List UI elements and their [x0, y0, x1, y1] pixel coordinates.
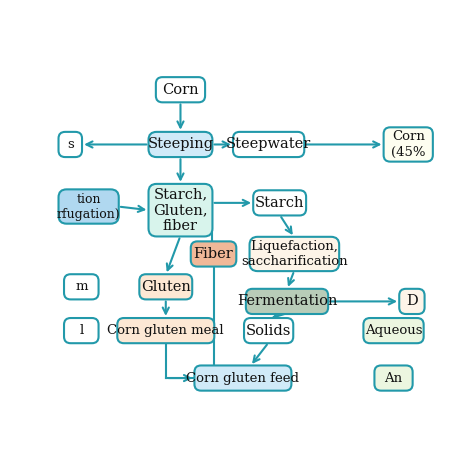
- Text: D: D: [406, 294, 418, 309]
- FancyBboxPatch shape: [148, 132, 212, 157]
- Text: l: l: [79, 324, 83, 337]
- Text: Starch,
Gluten,
fiber: Starch, Gluten, fiber: [153, 187, 208, 233]
- FancyBboxPatch shape: [58, 132, 82, 157]
- Text: m: m: [75, 280, 88, 293]
- Text: Solids: Solids: [246, 324, 292, 337]
- FancyBboxPatch shape: [383, 128, 433, 162]
- FancyBboxPatch shape: [191, 241, 237, 266]
- Text: Aqueous: Aqueous: [365, 324, 422, 337]
- FancyBboxPatch shape: [246, 289, 328, 314]
- FancyBboxPatch shape: [253, 190, 306, 216]
- Text: Starch: Starch: [255, 196, 304, 210]
- FancyBboxPatch shape: [244, 318, 293, 343]
- Text: tion
rfugation): tion rfugation): [57, 192, 120, 220]
- Text: Corn
(45%: Corn (45%: [391, 130, 426, 158]
- Text: Gluten: Gluten: [141, 280, 191, 294]
- FancyBboxPatch shape: [139, 274, 192, 300]
- FancyBboxPatch shape: [148, 184, 212, 237]
- Text: Corn gluten feed: Corn gluten feed: [186, 372, 300, 384]
- FancyBboxPatch shape: [156, 77, 205, 102]
- Text: Steeping: Steeping: [147, 137, 214, 152]
- Text: An: An: [384, 372, 402, 384]
- Text: Steepwater: Steepwater: [226, 137, 311, 152]
- FancyBboxPatch shape: [58, 190, 119, 224]
- FancyBboxPatch shape: [194, 365, 292, 391]
- FancyBboxPatch shape: [374, 365, 413, 391]
- FancyBboxPatch shape: [364, 318, 424, 343]
- Text: Corn gluten meal: Corn gluten meal: [108, 324, 224, 337]
- Text: Corn: Corn: [162, 83, 199, 97]
- FancyBboxPatch shape: [64, 274, 99, 300]
- Text: Fermentation: Fermentation: [237, 294, 337, 309]
- Text: s: s: [67, 138, 73, 151]
- FancyBboxPatch shape: [399, 289, 425, 314]
- FancyBboxPatch shape: [117, 318, 214, 343]
- FancyBboxPatch shape: [249, 237, 339, 271]
- Text: Liquefaction,
saccharification: Liquefaction, saccharification: [241, 240, 347, 268]
- FancyBboxPatch shape: [64, 318, 99, 343]
- Text: Fiber: Fiber: [194, 247, 233, 261]
- FancyBboxPatch shape: [233, 132, 304, 157]
